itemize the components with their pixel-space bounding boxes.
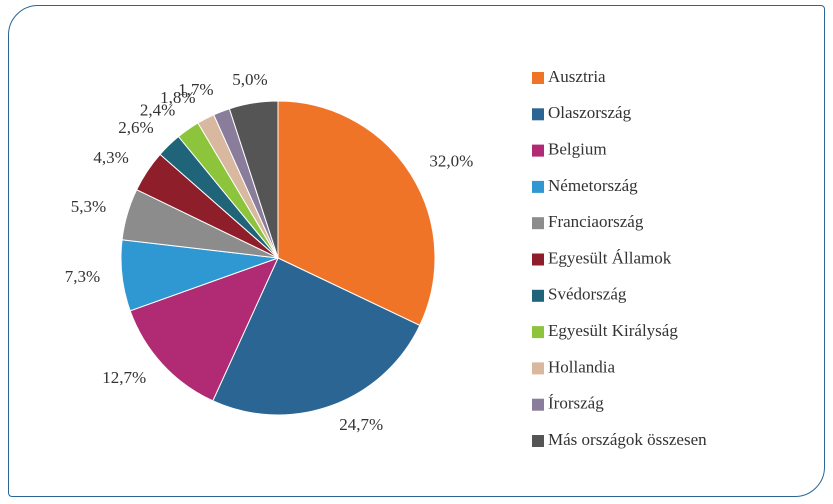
legend-swatch [532,108,544,121]
legend-label: Franciaország [548,212,644,231]
data-label: 2,6% [118,118,153,137]
frame [8,5,825,497]
legend-swatch [532,217,544,230]
data-label: 1,7% [178,80,213,99]
data-label: 5,0% [232,70,267,89]
legend-swatch [532,180,544,193]
data-label: 1,8% [160,88,195,107]
legend-label: Olaszország [548,103,632,122]
legend-swatch [532,144,544,157]
data-label: 5,3% [71,197,106,216]
legend-label: Hollandia [548,357,615,376]
legend-label: Ausztria [548,67,606,86]
legend-label: Svédország [548,285,627,304]
data-label: 32,0% [429,151,473,170]
data-label: 24,7% [339,415,383,434]
pie-slice [277,100,436,327]
legend-swatch [532,326,544,339]
legend-label: Németország [548,176,638,195]
legend-label: Egyesült Államok [548,248,672,267]
pie-slice [228,100,279,259]
pie-slice [212,257,421,416]
data-label: 2,4% [140,100,175,119]
legend-label: Belgium [548,140,607,159]
legend-label: Írország [548,394,604,413]
data-label: 7,3% [65,267,100,286]
legend-swatch [532,435,544,447]
legend-label: Más országok összesen [548,430,707,449]
legend-swatch [532,72,544,84]
data-label: 4,3% [93,148,128,167]
legend-swatch [532,362,544,375]
legend-label: Egyesült Királyság [548,321,678,340]
legend-swatch [532,398,544,411]
pie-slice [129,257,279,402]
legend-swatch [532,253,544,266]
legend-swatch [532,289,544,302]
data-label: 12,7% [102,368,146,387]
